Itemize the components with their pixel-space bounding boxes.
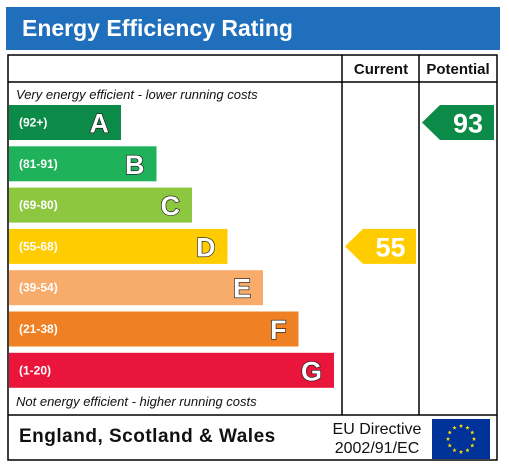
current-score: 55 [375, 232, 405, 262]
band-bar-f [9, 311, 299, 347]
flag-star-icon [445, 436, 451, 441]
band-letter-f: F [270, 315, 287, 345]
table-frame [7, 54, 498, 461]
flag-star-icon [465, 425, 470, 430]
score-markers: 55 93 [345, 105, 494, 264]
flag-star-icon [458, 449, 464, 454]
potential-marker [422, 105, 494, 140]
eu-flag-icon [432, 419, 490, 459]
band-letter-g: G [301, 356, 322, 386]
eu-directive: EU Directive 2002/91/EC [327, 420, 427, 458]
band-letter-b: B [125, 150, 145, 180]
potential-column-header: Potential [426, 61, 489, 78]
flag-star-icon [447, 443, 452, 448]
band-range-a: (92+) [19, 116, 47, 130]
band-letter-d: D [196, 232, 216, 262]
potential-score: 93 [453, 109, 483, 139]
band-bar-e [9, 270, 263, 306]
directive-number: 2002/91/EC [334, 440, 420, 457]
band-bar-a [9, 105, 121, 140]
band-range-d: (55-68) [19, 239, 58, 253]
flag-star-icon [465, 447, 470, 453]
flag-star-icon [447, 430, 452, 435]
rating-bands: (92+) A (81-91) B (69-80) C (55-68) D (39-54) E (2… [9, 105, 334, 388]
current-column-header: Current [354, 61, 408, 78]
flag-star-icon [458, 423, 464, 428]
flag-star-icon [452, 447, 457, 453]
flag-star-icon [452, 425, 457, 430]
band-range-e: (39-54) [19, 281, 58, 295]
region-label: England, Scotland & Wales [19, 426, 276, 447]
flag-star-icon [470, 430, 475, 435]
band-bar-c [9, 187, 192, 223]
band-letter-e: E [233, 274, 251, 304]
band-bar-d [9, 228, 228, 264]
band-bar-g [9, 352, 334, 388]
bottom-caption: Not energy efficient - higher running co… [16, 394, 257, 409]
flag-star-icon [470, 443, 475, 448]
band-range-f: (21-38) [19, 322, 58, 336]
band-letter-a: A [90, 109, 110, 139]
band-range-g: (1-20) [19, 363, 51, 377]
band-bar-b [9, 146, 157, 182]
current-marker [345, 228, 416, 264]
band-range-c: (69-80) [19, 198, 58, 212]
band-range-b: (81-91) [19, 157, 58, 171]
top-caption: Very energy efficient - lower running co… [16, 87, 258, 102]
title-banner: Energy Efficiency Rating [6, 7, 500, 50]
chart-title: Energy Efficiency Rating [22, 15, 293, 41]
flag-star-icon [471, 436, 477, 441]
directive-name: EU Directive [332, 421, 422, 438]
band-letter-c: C [161, 191, 181, 221]
